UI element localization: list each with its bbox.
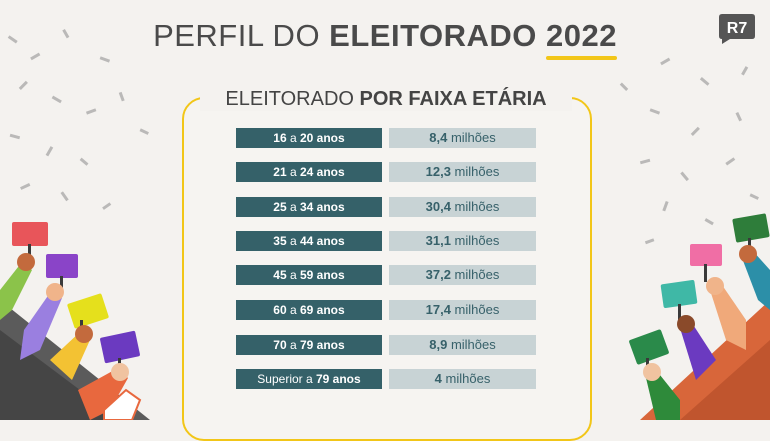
subtitle-part-regular: ELEITORADO [225, 88, 360, 110]
voter-count-cell: 30,4 milhões [389, 197, 536, 217]
infographic: PERFIL DO ELEITORADO 2022 R7 ELEITORADO … [0, 0, 770, 420]
voter-count-cell: 8,4 milhões [389, 128, 536, 148]
age-range-cell: 45 a 59 anos [236, 265, 382, 285]
age-range-cell: 35 a 44 anos [236, 231, 382, 251]
voter-count-cell: 12,3 milhões [389, 162, 536, 182]
subtitle-part-bold: POR FAIXA ETÁRIA [359, 88, 547, 110]
card-subtitle: ELEITORADO POR FAIXA ETÁRIA [200, 88, 572, 111]
age-range-cell: 21 a 24 anos [236, 162, 382, 182]
age-range-cell: 70 a 79 anos [236, 335, 382, 355]
age-range-cell: Superior a 79 anos [236, 369, 382, 389]
protest-crowd-left-illustration [0, 222, 150, 420]
voter-count-cell: 37,2 milhões [389, 265, 536, 285]
voter-count-cell: 4 milhões [389, 369, 536, 389]
table-row: 60 a 69 anos 17,4 milhões [236, 300, 536, 320]
age-range-cell: 25 a 34 anos [236, 197, 382, 217]
table-row: 45 a 59 anos 37,2 milhões [236, 265, 536, 285]
table-row: 35 a 44 anos 31,1 milhões [236, 231, 536, 251]
table-row: 25 a 34 anos 30,4 milhões [236, 197, 536, 217]
r7-logo-icon: R7 [719, 14, 755, 44]
table-row: 16 a 20 anos 8,4 milhões [236, 128, 536, 148]
table-row: Superior a 79 anos 4 milhões [236, 369, 536, 389]
voter-count-cell: 8,9 milhões [389, 335, 536, 355]
confetti-decoration [7, 29, 759, 245]
logo-text: R7 [727, 20, 748, 37]
age-range-cell: 60 a 69 anos [236, 300, 382, 320]
title-part-bold: ELEITORADO [329, 18, 537, 53]
age-range-cell: 16 a 20 anos [236, 128, 382, 148]
voter-count-cell: 17,4 milhões [389, 300, 536, 320]
protest-crowd-right-illustration [629, 213, 770, 420]
table-row: 70 a 79 anos 8,9 milhões [236, 335, 536, 355]
voter-count-cell: 31,1 milhões [389, 231, 536, 251]
table-row: 21 a 24 anos 12,3 milhões [236, 162, 536, 182]
title-year: 2022 [545, 18, 617, 53]
page-title: PERFIL DO ELEITORADO 2022 [0, 18, 770, 54]
title-part-regular: PERFIL DO [153, 18, 330, 53]
